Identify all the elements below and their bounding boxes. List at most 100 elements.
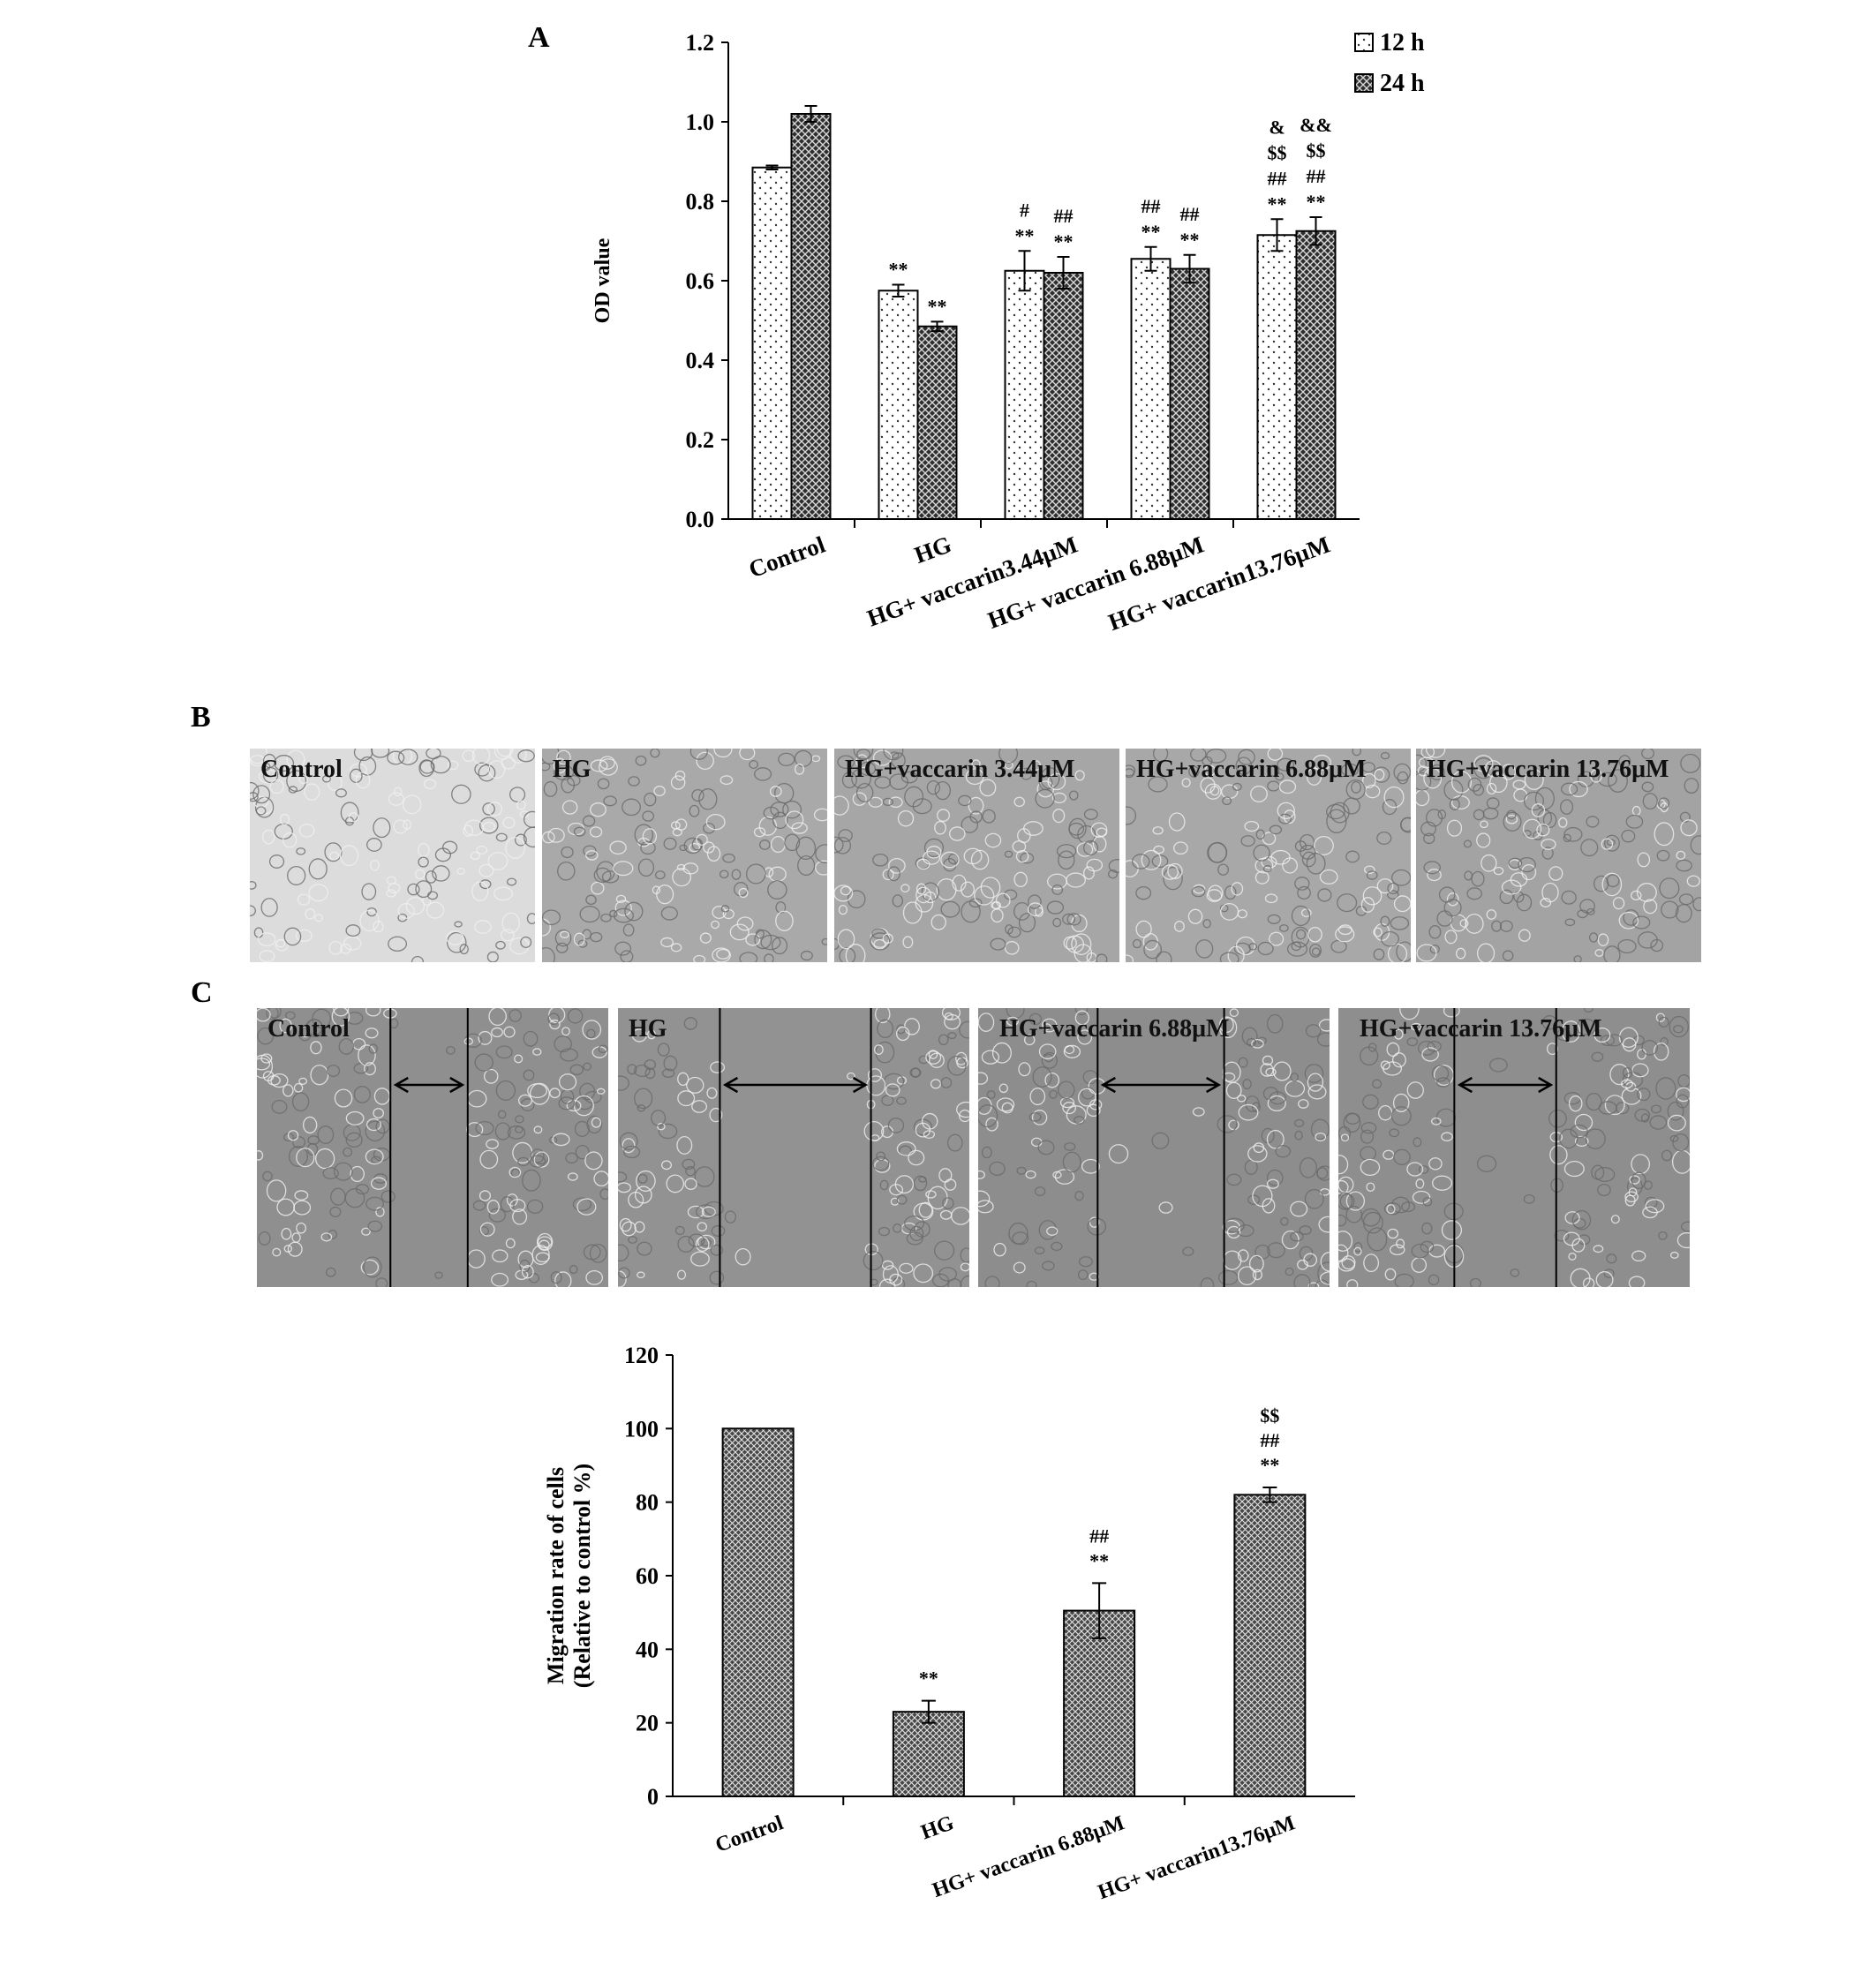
micrograph-morph-4: HG+vaccarin 13.76μM	[1416, 749, 1701, 962]
micrograph-wound-1: HG	[618, 1008, 969, 1287]
y-axis-title: OD value	[591, 237, 614, 323]
significance-mark: **	[1180, 229, 1200, 251]
y-tick-label: 0.2	[686, 427, 715, 453]
x-tick-label: HG+ vaccarin3.44μM	[863, 531, 1081, 631]
legend-label: 12 h	[1380, 29, 1425, 56]
bar-migration-2	[1063, 1609, 1136, 1798]
significance-mark: **	[1260, 1454, 1279, 1476]
micrograph-wound-2: HG+vaccarin 6.88μM	[978, 1008, 1330, 1287]
error-bar	[1057, 256, 1070, 290]
error-bar	[1262, 1487, 1277, 1503]
y-axis-title-2: (Relative to control %)	[569, 1464, 595, 1688]
legend-swatch	[1354, 33, 1374, 52]
panel-label-c: C	[191, 976, 213, 1009]
error-bar	[892, 283, 905, 297]
bar-24h-4	[1295, 230, 1337, 520]
error-bar	[1183, 253, 1196, 284]
significance-mark: ##	[1260, 1429, 1279, 1451]
significance-mark: $$	[1268, 141, 1287, 163]
micrograph-morph-3: HG+vaccarin 6.88μM	[1126, 749, 1411, 962]
y-tick-label: 0	[647, 1784, 659, 1810]
cell-texture	[250, 749, 535, 962]
cell-texture	[1126, 749, 1411, 962]
od-value-bar-chart: 0.0 0.2 0.4 0.6 0.8 1.0 1.2 OD value Control ** **…	[591, 29, 1425, 636]
significance-mark: **	[1089, 1549, 1109, 1571]
significance-mark: ##	[1307, 165, 1326, 187]
y-tick-label: 20	[636, 1711, 659, 1736]
y-tick-label: 40	[636, 1637, 659, 1662]
micrograph-morph-1: HG	[542, 749, 827, 962]
bar-24h-1	[916, 325, 958, 520]
error-bar	[1092, 1582, 1107, 1639]
bar-24h-2	[1043, 272, 1084, 520]
micrograph-label: HG	[629, 1015, 667, 1043]
micrograph-label: Control	[267, 1015, 350, 1043]
micrograph-label: HG+vaccarin 3.44μM	[845, 756, 1075, 783]
y-tick-label: 0.0	[686, 507, 715, 532]
bar-24h-0	[790, 113, 832, 520]
significance-mark: **	[1054, 230, 1074, 252]
panel-label-b: B	[191, 701, 211, 734]
x-tick-label: HG+ vaccarin 6.88μM	[930, 1811, 1127, 1902]
x-tick-label: HG	[918, 1811, 957, 1844]
significance-mark: #	[1020, 199, 1029, 221]
micrograph-label: HG+vaccarin 6.88μM	[1136, 756, 1367, 783]
x-tick-label: HG	[911, 531, 955, 568]
x-tick-label: Control	[745, 531, 829, 583]
significance-mark: &	[1269, 116, 1285, 138]
significance-mark: ##	[1268, 167, 1287, 189]
significance-mark: **	[1141, 221, 1161, 243]
bar-migration-3	[1233, 1494, 1307, 1798]
error-bar	[930, 320, 944, 333]
micrograph-wound-3: HG+vaccarin 13.76μM	[1338, 1008, 1690, 1287]
y-tick-label: 0.6	[686, 268, 715, 294]
bar-12h-0	[751, 166, 793, 520]
significance-mark: **	[928, 295, 947, 317]
legend-label: 24 h	[1380, 70, 1425, 97]
significance-mark: $$	[1260, 1404, 1279, 1427]
bar-24h-3	[1169, 267, 1210, 520]
micrograph-label: HG+vaccarin 13.76μM	[1427, 756, 1669, 783]
bar-12h-1	[878, 290, 919, 520]
cell-texture	[1416, 749, 1701, 962]
error-bar	[1309, 216, 1322, 246]
cell-texture	[978, 1008, 1330, 1287]
legend-swatch	[1354, 73, 1374, 93]
significance-mark: ##	[1054, 205, 1074, 227]
cell-texture	[542, 749, 827, 962]
micrograph-label: HG	[553, 756, 591, 783]
significance-mark: **	[1015, 224, 1035, 246]
y-tick-label: 60	[636, 1563, 659, 1589]
significance-mark: **	[1307, 191, 1326, 213]
y-tick-label: 100	[624, 1416, 659, 1442]
panel-label-a: A	[528, 21, 550, 54]
y-tick-label: 1.0	[686, 109, 715, 135]
x-tick-label: Control	[712, 1811, 787, 1857]
y-tick-label: 80	[636, 1490, 659, 1516]
error-bar	[1144, 245, 1157, 272]
x-tick-label: HG+ vaccarin13.76μM	[1095, 1811, 1298, 1904]
cell-texture	[618, 1008, 969, 1287]
significance-mark: **	[919, 1668, 938, 1690]
significance-mark: ##	[1089, 1525, 1109, 1547]
x-tick-label: HG+ vaccarin 6.88μM	[984, 531, 1208, 633]
cell-texture	[257, 1008, 608, 1287]
cell-texture	[834, 749, 1119, 962]
y-tick-label: 0.8	[686, 189, 715, 215]
y-tick-label: 1.2	[686, 30, 715, 56]
bar-migration-0	[721, 1427, 795, 1798]
wound-width-arrow	[1100, 1076, 1222, 1094]
y-axis-title: Migration rate of cells	[543, 1467, 569, 1684]
bar-12h-4	[1256, 234, 1298, 520]
bar-12h-2	[1004, 269, 1045, 520]
significance-mark: ##	[1141, 195, 1161, 217]
micrograph-morph-0: Control	[250, 749, 535, 962]
error-bar	[1018, 250, 1031, 292]
significance-mark: &&	[1300, 114, 1332, 136]
significance-mark: **	[889, 259, 908, 281]
wound-width-arrow	[722, 1076, 869, 1094]
error-bar	[804, 105, 817, 123]
x-tick-label: HG+ vaccarin13.76μM	[1105, 531, 1334, 636]
y-tick-label: 0.4	[686, 348, 715, 373]
micrograph-morph-2: HG+vaccarin 3.44μM	[834, 749, 1119, 962]
